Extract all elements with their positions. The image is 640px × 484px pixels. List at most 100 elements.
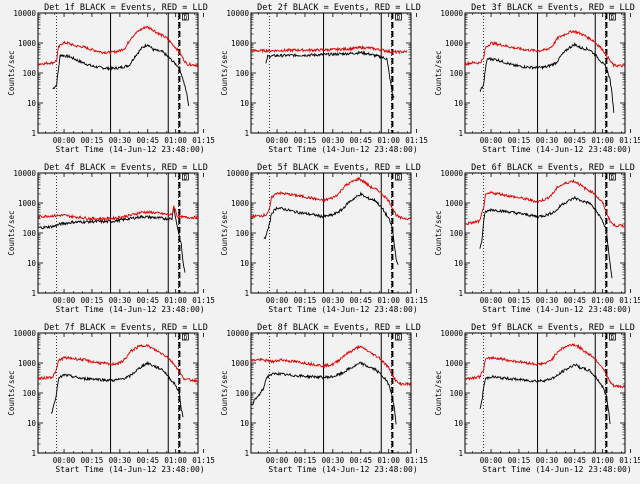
x-tick-label: 00:45 bbox=[136, 136, 159, 145]
y-tick-label: 100 bbox=[449, 229, 463, 238]
y-axis-label: Counts/sec bbox=[220, 370, 229, 415]
x-tick-label: 01:00 bbox=[377, 136, 400, 145]
marker-label: D bbox=[397, 335, 401, 342]
events-trace bbox=[263, 191, 399, 265]
plot-frame bbox=[37, 12, 199, 134]
y-tick-label: 100 bbox=[22, 389, 36, 398]
panel-title: Det 5f BLACK = Events, RED = LLD bbox=[257, 163, 421, 173]
lld-trace bbox=[251, 344, 411, 387]
y-tick-label: 1000 bbox=[18, 39, 37, 48]
marker-label: D bbox=[184, 175, 188, 182]
x-tick-label: 00:15 bbox=[81, 136, 104, 145]
x-tick-label: 01:00 bbox=[164, 296, 187, 305]
y-tick-label: 100 bbox=[235, 69, 249, 78]
marker-label: D bbox=[611, 15, 615, 22]
x-tick-label: 00:30 bbox=[536, 456, 559, 465]
events-trace bbox=[479, 195, 613, 279]
x-tick-label: 01:15 bbox=[619, 456, 640, 465]
x-tick-label: 00:30 bbox=[536, 296, 559, 305]
marker-box-icon bbox=[394, 13, 402, 21]
x-tick-label: 00:45 bbox=[136, 296, 159, 305]
y-tick-label: 10 bbox=[27, 419, 37, 428]
y-tick-label: 10 bbox=[454, 99, 464, 108]
y-tick-label: 1 bbox=[31, 129, 36, 138]
panel-title: Det 4f BLACK = Events, RED = LLD bbox=[44, 163, 208, 173]
events-trace bbox=[265, 50, 395, 99]
y-tick-label: 10 bbox=[454, 419, 464, 428]
y-tick-label: 100 bbox=[449, 389, 463, 398]
events-trace bbox=[251, 361, 397, 425]
x-axis-label: Start Time (14-Jun-12 23:48:00) bbox=[482, 465, 631, 474]
detector-panel-3: Det 3f BLACK = Events, RED = LLD 1 10 100 10… bbox=[434, 3, 640, 154]
x-tick-label: 01:00 bbox=[164, 456, 187, 465]
x-tick-label: 00:45 bbox=[349, 456, 372, 465]
marker-box-icon bbox=[181, 173, 189, 181]
marker-box-icon bbox=[394, 173, 402, 181]
y-tick-label: 10000 bbox=[226, 169, 249, 178]
plot-frame bbox=[250, 172, 412, 294]
x-axis-label: Start Time (14-Jun-12 23:48:00) bbox=[268, 305, 417, 314]
y-tick-label: 1000 bbox=[231, 39, 250, 48]
y-tick-label: 10000 bbox=[13, 329, 36, 338]
y-axis-label: Counts/sec bbox=[7, 370, 16, 415]
x-axis-label: Start Time (14-Jun-12 23:48:00) bbox=[482, 145, 631, 154]
x-tick-label: 00:00 bbox=[480, 136, 503, 145]
x-tick-label: 00:15 bbox=[508, 136, 531, 145]
detector-panel-2: Det 2f BLACK = Events, RED = LLD 1 10 100 10… bbox=[220, 3, 428, 154]
x-tick-label: 00:30 bbox=[322, 296, 345, 305]
events-trace bbox=[50, 361, 184, 418]
x-tick-label: 00:30 bbox=[322, 136, 345, 145]
lld-trace bbox=[465, 178, 625, 228]
x-tick-label: 01:15 bbox=[619, 296, 640, 305]
panel-title: Det 6f BLACK = Events, RED = LLD bbox=[471, 163, 635, 173]
detector-panel-1: Det 1f BLACK = Events, RED = LLD 1 10 100 10… bbox=[7, 3, 215, 154]
x-axis-label: Start Time (14-Jun-12 23:48:00) bbox=[268, 465, 417, 474]
plot-frame bbox=[464, 172, 626, 294]
y-axis-label: Counts/sec bbox=[7, 210, 16, 255]
plot-frame bbox=[37, 332, 199, 454]
x-tick-label: 00:00 bbox=[266, 456, 289, 465]
x-tick-label: 00:15 bbox=[81, 296, 104, 305]
lld-trace bbox=[251, 176, 411, 221]
y-axis-label: Counts/sec bbox=[220, 210, 229, 255]
y-tick-label: 1000 bbox=[445, 39, 464, 48]
y-tick-label: 1 bbox=[458, 289, 463, 298]
y-tick-label: 1000 bbox=[445, 359, 464, 368]
y-tick-label: 1 bbox=[458, 449, 463, 458]
x-axis-label: Start Time (14-Jun-12 23:48:00) bbox=[55, 465, 204, 474]
marker-box-icon bbox=[608, 173, 616, 181]
marker-label: D bbox=[397, 15, 401, 22]
y-tick-label: 10 bbox=[240, 259, 250, 268]
y-tick-label: 100 bbox=[449, 69, 463, 78]
x-tick-label: 00:45 bbox=[563, 136, 586, 145]
x-tick-label: 00:00 bbox=[53, 136, 76, 145]
x-tick-label: 01:00 bbox=[377, 296, 400, 305]
marker-label: D bbox=[184, 15, 188, 22]
y-tick-label: 10000 bbox=[13, 169, 36, 178]
y-tick-label: 10 bbox=[240, 419, 250, 428]
detector-panel-5: Det 5f BLACK = Events, RED = LLD 1 10 100 10… bbox=[220, 163, 428, 314]
events-trace bbox=[38, 207, 186, 273]
x-tick-label: 00:30 bbox=[109, 296, 132, 305]
lld-trace bbox=[38, 25, 198, 68]
y-tick-label: 1 bbox=[244, 449, 249, 458]
detector-panel-9: Det 9f BLACK = Events, RED = LLD 1 10 100 10… bbox=[434, 323, 640, 474]
x-tick-label: 01:15 bbox=[192, 456, 215, 465]
events-trace bbox=[479, 41, 615, 113]
x-tick-label: 00:00 bbox=[480, 456, 503, 465]
x-tick-label: 00:45 bbox=[563, 296, 586, 305]
x-axis-label: Start Time (14-Jun-12 23:48:00) bbox=[482, 305, 631, 314]
x-tick-label: 01:00 bbox=[591, 136, 614, 145]
y-tick-label: 10 bbox=[240, 99, 250, 108]
y-tick-label: 1 bbox=[244, 289, 249, 298]
marker-box-icon bbox=[181, 13, 189, 21]
marker-box-icon bbox=[394, 333, 402, 341]
marker-label: D bbox=[184, 335, 188, 342]
panel-title: Det 1f BLACK = Events, RED = LLD bbox=[44, 3, 208, 13]
x-tick-label: 01:15 bbox=[405, 296, 428, 305]
y-tick-label: 1 bbox=[244, 129, 249, 138]
y-tick-label: 1 bbox=[31, 289, 36, 298]
x-tick-label: 00:45 bbox=[563, 456, 586, 465]
y-tick-label: 1000 bbox=[18, 199, 37, 208]
x-tick-label: 00:45 bbox=[349, 136, 372, 145]
